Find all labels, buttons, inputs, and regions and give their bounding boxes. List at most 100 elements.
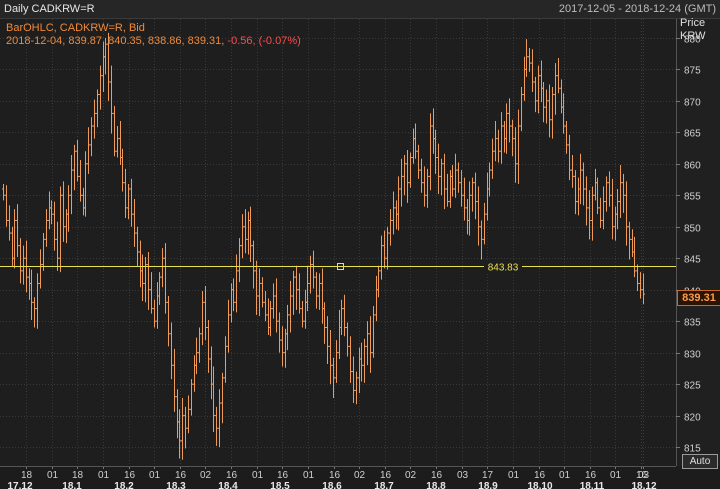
ohlc-bar xyxy=(599,197,602,229)
ohlc-bar xyxy=(633,236,636,278)
ohlc-bar xyxy=(434,129,437,174)
ohlc-bar xyxy=(494,120,497,162)
ohlc-bar xyxy=(406,149,409,203)
ohlc-bar xyxy=(73,144,76,191)
ohlc-bar xyxy=(471,177,474,212)
x-month-label: 18.9 xyxy=(478,481,498,489)
ohlc-bar xyxy=(460,170,463,207)
ohlc-bar xyxy=(585,176,588,226)
x-day-label: 01 xyxy=(98,470,110,481)
ohlc-bar xyxy=(409,152,412,188)
y-tick-label: 825 xyxy=(684,381,701,392)
ohlc-bar xyxy=(127,183,130,220)
auto-scale-button[interactable]: Auto xyxy=(682,454,718,469)
ohlc-bar xyxy=(557,58,560,94)
ohlc-bar xyxy=(252,240,255,289)
ohlc-bar xyxy=(249,206,252,263)
price-axis-header: Price KRW xyxy=(680,17,720,43)
ohlc-bar xyxy=(79,160,82,202)
ohlc-bar xyxy=(204,285,207,341)
y-tick-label: 815 xyxy=(684,444,701,455)
ohlc-bar xyxy=(133,199,136,247)
ohlc-bar xyxy=(372,306,375,358)
ohlc-bar xyxy=(59,186,62,273)
ohlc-bar xyxy=(619,165,622,218)
ohlc-bar xyxy=(417,144,420,179)
ohlc-bar xyxy=(121,148,124,192)
x-day-label: 16 xyxy=(431,470,443,481)
ohlc-bar xyxy=(107,32,110,101)
ohlc-bar xyxy=(323,302,326,344)
ohlc-bar xyxy=(238,238,241,283)
ohlc-bar xyxy=(99,65,102,110)
ohlc-bar xyxy=(611,178,614,240)
ohlc-bar xyxy=(53,201,56,251)
x-day-label: 02 xyxy=(405,470,417,481)
x-day-label: 02 xyxy=(200,470,212,481)
ohlc-bar xyxy=(568,134,571,181)
x-month-label: 18.12 xyxy=(631,481,656,489)
ohlc-bar xyxy=(591,186,594,241)
ohlc-bar xyxy=(443,153,446,210)
ohlc-bar xyxy=(497,129,500,163)
ohlc-bar xyxy=(104,37,107,75)
ohlc-bar xyxy=(596,177,599,215)
ohlc-bar xyxy=(329,330,332,385)
price-axis-label: Price xyxy=(680,17,706,29)
ohlc-bar xyxy=(272,283,275,319)
ohlc-bar xyxy=(173,348,176,412)
ohlc-bar xyxy=(318,273,321,310)
ohlc-bar xyxy=(340,299,343,336)
ohlc-bar xyxy=(562,93,565,134)
ohlc-bar xyxy=(158,272,161,305)
ohlc-bar xyxy=(508,98,511,143)
y-tick-label: 880 xyxy=(684,35,701,46)
x-month-label: 18.3 xyxy=(166,481,186,489)
ohlc-bar xyxy=(622,173,625,213)
ohlc-bar xyxy=(369,316,372,373)
ohlc-bar xyxy=(13,209,16,269)
reference-line-label: 843.83 xyxy=(488,263,519,274)
ohlc-bar xyxy=(33,297,36,328)
ohlc-bar xyxy=(130,178,133,227)
ohlc-bar xyxy=(198,327,201,363)
ohlc-bar xyxy=(42,233,45,271)
ohlc-bar xyxy=(150,272,153,314)
ohlc-bar xyxy=(346,322,349,357)
x-month-label: 18.1 xyxy=(62,481,82,489)
plot-area xyxy=(0,19,676,466)
ohlc-bar xyxy=(275,278,278,333)
ohlc-bar xyxy=(292,270,295,315)
ohlc-bar xyxy=(397,176,400,231)
ohlc-bar xyxy=(281,326,284,367)
ohlc-bar xyxy=(534,76,537,113)
legend-ohlc: 2018-12-04, 839.87, 840.35, 838.86, 839.… xyxy=(6,35,225,47)
ohlc-bar xyxy=(19,238,22,284)
x-day-label: 02 xyxy=(354,470,366,481)
ohlc-bar xyxy=(5,185,8,227)
ohlc-bar xyxy=(468,181,471,236)
ohlc-bar xyxy=(306,265,309,312)
x-month-label: 18.7 xyxy=(374,481,394,489)
price-axis-panel xyxy=(676,19,720,466)
x-month-label: 18.11 xyxy=(580,481,605,489)
ohlc-bar xyxy=(195,337,198,375)
ohlc-bar xyxy=(488,162,491,197)
ohlc-bar xyxy=(551,86,554,139)
ohlc-bar xyxy=(8,205,11,241)
ohlc-bar xyxy=(36,273,39,329)
ohlc-bar xyxy=(480,220,483,260)
ohlc-bar xyxy=(178,409,181,459)
ohlc-bar xyxy=(87,127,90,174)
y-tick-label: 835 xyxy=(684,318,701,329)
chart-title-bar: Daily CADKRW=R 2017-12-05 - 2018-12-24 (… xyxy=(0,0,720,19)
ohlc-bar xyxy=(50,200,53,225)
ohlc-bar xyxy=(184,406,187,449)
ohlc-bar xyxy=(554,63,557,115)
ohlc-bar xyxy=(491,138,494,179)
ohlc-bar xyxy=(343,294,346,337)
date-range: 2017-12-05 - 2018-12-24 (GMT) xyxy=(558,3,716,15)
x-day-label: 16 xyxy=(226,470,238,481)
ohlc-bar xyxy=(392,191,395,235)
